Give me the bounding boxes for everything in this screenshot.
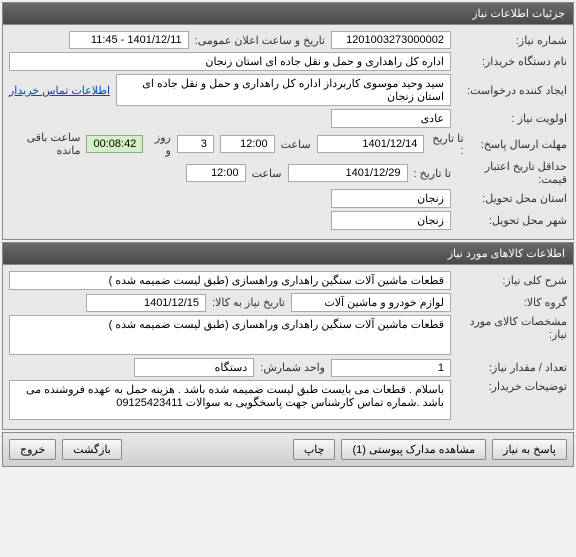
announce-label: تاریخ و ساعت اعلان عمومی: <box>195 34 325 47</box>
unit-value: دستگاه <box>134 358 254 377</box>
city-value: زنجان <box>331 211 451 230</box>
province-label: استان محل تحویل: <box>457 192 567 205</box>
attachments-button[interactable]: مشاهده مدارک پیوستی (1) <box>341 439 486 460</box>
deadline-time: 12:00 <box>220 135 275 153</box>
footer-spacer <box>128 439 287 460</box>
back-button[interactable]: بازگشت <box>62 439 122 460</box>
days-count: 3 <box>177 135 214 153</box>
spec-label: مشخصات کالای مورد نیاز: <box>457 315 567 341</box>
qty-label: تعداد / مقدار نیاز: <box>457 361 567 374</box>
qty-value: 1 <box>331 359 451 377</box>
to-date-label-2: تا تاریخ : <box>414 167 451 180</box>
reply-button[interactable]: پاسخ به نیاز <box>492 439 567 460</box>
city-label: شهر محل تحویل: <box>457 214 567 227</box>
time-label-1: ساعت <box>281 138 311 151</box>
validity-date: 1401/12/29 <box>288 164 408 182</box>
contact-link[interactable]: اطلاعات تماس خریدار <box>9 84 110 97</box>
deadline-label: مهلت ارسال پاسخ: <box>470 138 567 151</box>
need-details-panel: جزئیات اطلاعات نیاز شماره نیاز: 12010032… <box>2 2 574 240</box>
panel2-body: شرح کلی نیاز: قطعات ماشین آلات سنگین راه… <box>3 265 573 429</box>
creator-value: سید وحید موسوی کاربرداز اداره کل راهداری… <box>116 74 451 106</box>
announce-value: 1401/12/11 - 11:45 <box>69 31 189 49</box>
need-no-label: شماره نیاز: <box>457 34 567 47</box>
validity-time: 12:00 <box>186 164 246 182</box>
creator-label: ایجاد کننده درخواست: <box>457 84 567 97</box>
footer-toolbar: پاسخ به نیاز مشاهده مدارک پیوستی (1) چاپ… <box>2 432 574 467</box>
need-date-label: تاریخ نیاز به کالا: <box>212 296 285 309</box>
exit-button[interactable]: خروج <box>9 439 56 460</box>
group-label: گروه کالا: <box>457 296 567 309</box>
desc-label: شرح کلی نیاز: <box>457 274 567 287</box>
time-label-2: ساعت <box>252 167 282 180</box>
spec-value: قطعات ماشین آلات سنگین راهداری وراهسازی … <box>9 315 451 355</box>
remain-label: ساعت باقی مانده <box>9 131 81 157</box>
unit-label: واحد شمارش: <box>260 361 325 374</box>
deadline-date: 1401/12/14 <box>317 135 425 153</box>
days-label: روز و <box>149 131 171 157</box>
to-date-label-1: تا تاریخ : <box>430 132 463 157</box>
province-value: زنجان <box>331 189 451 208</box>
print-button[interactable]: چاپ <box>293 439 336 460</box>
panel1-header: جزئیات اطلاعات نیاز <box>3 3 573 25</box>
buyer-value: اداره کل راهداری و حمل و نقل جاده ای است… <box>9 52 451 71</box>
desc-value: قطعات ماشین آلات سنگین راهداری وراهسازی … <box>9 271 451 290</box>
notes-value: باسلام . قطعات می بایست طبق لیست ضمیمه ش… <box>9 380 451 420</box>
need-no-value: 1201003273000002 <box>331 31 451 49</box>
need-date-value: 1401/12/15 <box>86 294 206 312</box>
goods-info-panel: اطلاعات کالاهای مورد نیاز شرح کلی نیاز: … <box>2 242 574 430</box>
panel1-body: شماره نیاز: 1201003273000002 تاریخ و ساع… <box>3 25 573 239</box>
group-value: لوازم خودرو و ماشین آلات <box>291 293 451 312</box>
priority-label: اولویت نیاز : <box>457 112 567 125</box>
panel2-header: اطلاعات کالاهای مورد نیاز <box>3 243 573 265</box>
validity-label: حداقل تاریخ اعتبار قیمت: <box>457 160 567 186</box>
notes-label: توضیحات خریدار: <box>457 380 567 393</box>
buyer-label: نام دستگاه خریدار: <box>457 55 567 68</box>
countdown-timer: 00:08:42 <box>86 135 143 153</box>
priority-value: عادی <box>331 109 451 128</box>
